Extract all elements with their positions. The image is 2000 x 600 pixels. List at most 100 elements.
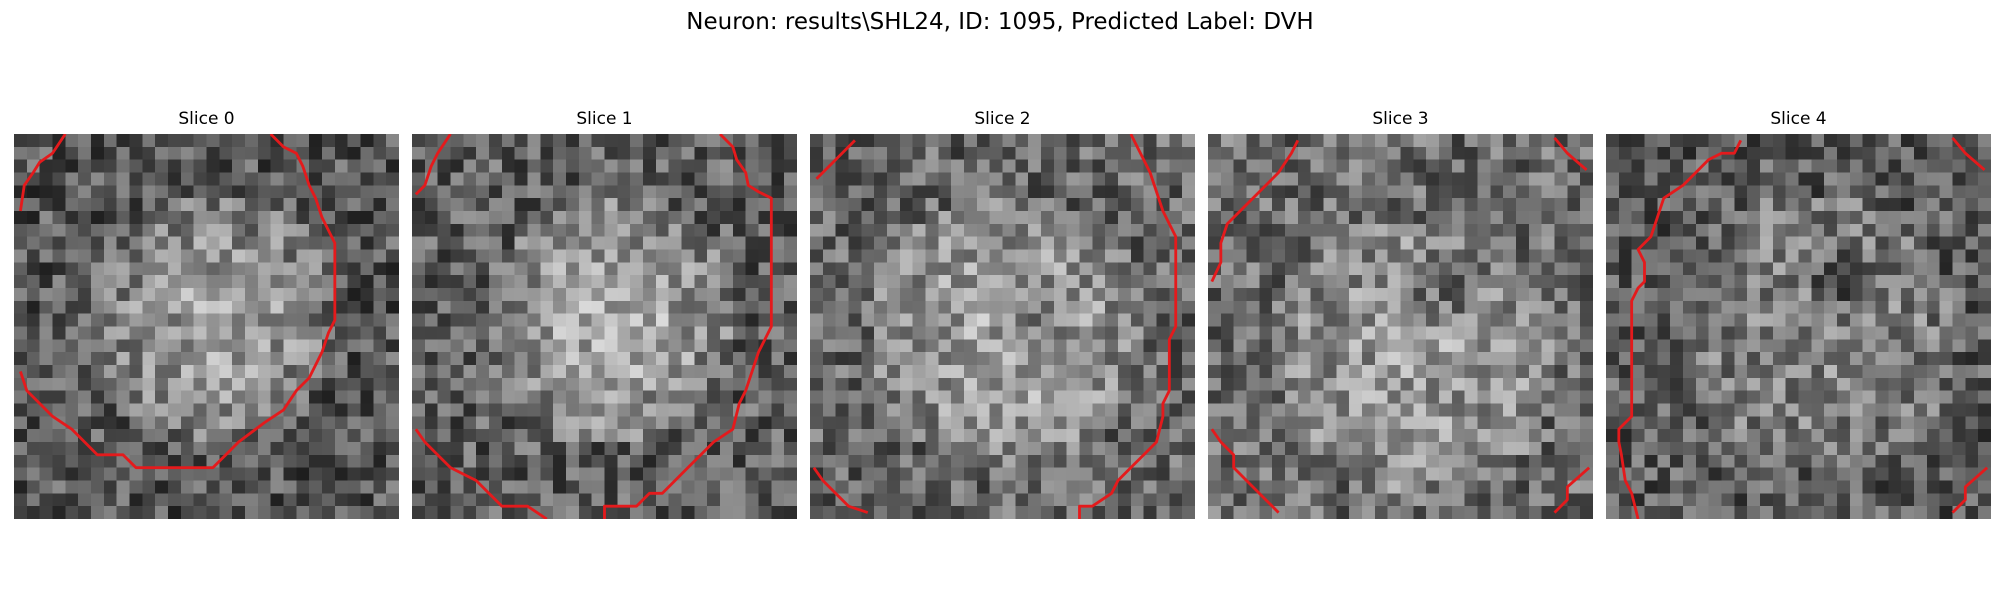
pixel — [758, 249, 772, 263]
pixel — [1041, 159, 1055, 173]
pixel — [951, 442, 965, 456]
pixel — [1644, 134, 1658, 148]
pixel — [643, 288, 657, 302]
pixel — [707, 480, 721, 494]
pixel — [1297, 429, 1311, 443]
pixel — [39, 236, 53, 250]
pixel — [219, 300, 233, 314]
pixel — [1285, 416, 1299, 430]
pixel — [771, 403, 785, 417]
pixel — [1259, 211, 1273, 225]
pixel — [681, 313, 695, 327]
pixel — [1297, 442, 1311, 456]
pixel — [1130, 300, 1144, 314]
pixel — [360, 198, 374, 212]
pixel — [232, 249, 246, 263]
pixel — [1015, 416, 1029, 430]
pixel — [26, 506, 40, 519]
pixel — [925, 416, 939, 430]
pixel — [309, 288, 323, 302]
pixel — [424, 352, 438, 366]
pixel — [116, 236, 130, 250]
pixel — [1426, 134, 1440, 148]
pixel — [617, 339, 631, 353]
pixel — [1208, 249, 1222, 263]
pixel — [976, 134, 990, 148]
pixel — [373, 223, 387, 237]
pixel — [232, 223, 246, 237]
pixel — [1246, 134, 1260, 148]
pixel — [1002, 454, 1016, 468]
pixel — [1606, 159, 1620, 173]
pixel — [1631, 172, 1645, 186]
pixel — [655, 146, 669, 160]
pixel — [1926, 467, 1940, 481]
pixel — [1105, 403, 1119, 417]
pixel — [617, 300, 631, 314]
pixel — [1567, 352, 1581, 366]
pixel — [437, 467, 451, 481]
pixel — [424, 416, 438, 430]
pixel — [1323, 185, 1337, 199]
pixel — [1413, 288, 1427, 302]
pixel — [103, 185, 117, 199]
slice-image — [412, 134, 797, 519]
pixel — [822, 429, 836, 443]
pixel — [1618, 339, 1632, 353]
pixel — [155, 480, 169, 494]
pixel — [1541, 313, 1555, 327]
pixel — [720, 223, 734, 237]
pixel — [1374, 352, 1388, 366]
pixel — [103, 159, 117, 173]
pixel — [1002, 403, 1016, 417]
pixel — [514, 365, 528, 379]
pixel — [1965, 288, 1979, 302]
pixel — [1066, 467, 1080, 481]
pixel — [1606, 352, 1620, 366]
pixel — [386, 352, 399, 366]
pixel — [810, 339, 824, 353]
pixel — [553, 506, 567, 519]
pixel — [1849, 313, 1863, 327]
pixel — [1400, 365, 1414, 379]
pixel — [1901, 403, 1915, 417]
pixel — [1862, 403, 1876, 417]
pixel — [1349, 429, 1363, 443]
pixel — [1760, 480, 1774, 494]
pixel — [822, 377, 836, 391]
pixel — [1477, 288, 1491, 302]
pixel — [296, 275, 310, 289]
pixel — [745, 288, 759, 302]
pixel — [1978, 377, 1991, 391]
pixel — [489, 467, 503, 481]
pixel — [1297, 390, 1311, 404]
pixel — [412, 326, 426, 340]
pixel — [1875, 493, 1889, 507]
pixel — [1079, 236, 1093, 250]
pixel — [270, 236, 284, 250]
pixel — [848, 442, 862, 456]
pixel — [1952, 352, 1966, 366]
pixel — [52, 198, 66, 212]
pixel — [1285, 352, 1299, 366]
pixel — [771, 442, 785, 456]
pixel — [103, 172, 117, 186]
pixel — [142, 429, 156, 443]
pixel — [1490, 288, 1504, 302]
pixel — [296, 467, 310, 481]
pixel — [1066, 377, 1080, 391]
pixel — [450, 416, 464, 430]
pixel — [925, 223, 939, 237]
pixel — [283, 313, 297, 327]
pixel — [514, 134, 528, 148]
pixel — [578, 288, 592, 302]
pixel — [1246, 275, 1260, 289]
pixel — [322, 506, 336, 519]
pixel — [1490, 442, 1504, 456]
pixel — [1297, 223, 1311, 237]
pixel — [347, 275, 361, 289]
pixel — [1837, 313, 1851, 327]
pixel — [1362, 480, 1376, 494]
pixel — [283, 159, 297, 173]
pixel — [116, 172, 130, 186]
